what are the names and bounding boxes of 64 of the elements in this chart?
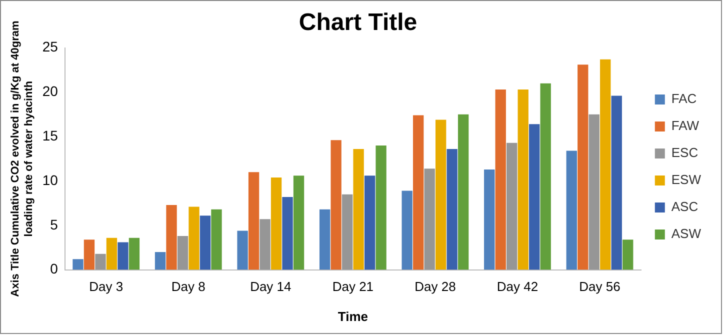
legend-label: FAC bbox=[671, 91, 697, 106]
bar bbox=[446, 149, 458, 270]
bar bbox=[188, 206, 200, 270]
bar bbox=[540, 83, 551, 270]
bar bbox=[200, 216, 211, 270]
bar bbox=[342, 194, 353, 270]
x-axis-title: Time bbox=[338, 308, 368, 324]
bar bbox=[588, 114, 600, 270]
legend-label: ESW bbox=[671, 172, 702, 188]
y-axis-title: Axis Title Cumulative CO2 evolved in g/Kg at 40gram loading rate of water hyacinth bbox=[10, 20, 35, 297]
bar bbox=[248, 172, 260, 270]
bar bbox=[282, 196, 293, 270]
bar bbox=[412, 115, 424, 270]
bar bbox=[458, 114, 469, 270]
chart-title: Chart Title bbox=[298, 9, 418, 36]
bar bbox=[237, 230, 248, 270]
x-tick-label: Day 14 bbox=[250, 279, 292, 294]
legend-label: ESC bbox=[671, 145, 698, 160]
bar bbox=[72, 259, 84, 270]
bar bbox=[154, 252, 166, 270]
bar bbox=[118, 242, 128, 270]
bar bbox=[611, 96, 622, 270]
bar bbox=[84, 240, 95, 270]
bar bbox=[578, 64, 588, 270]
bar bbox=[270, 177, 282, 270]
bar bbox=[529, 124, 540, 270]
x-tick-label: Day 3 bbox=[89, 279, 124, 294]
x-tick-label: Day 28 bbox=[414, 279, 456, 294]
bar bbox=[424, 168, 435, 270]
x-tick-label: Day 21 bbox=[332, 279, 374, 294]
x-tick-label: Day 42 bbox=[496, 279, 538, 294]
bar bbox=[106, 238, 118, 270]
legend-label: ASW bbox=[671, 226, 702, 242]
bar bbox=[319, 209, 330, 270]
y-tick-label: 0 bbox=[50, 260, 58, 277]
x-tick-label: Day 8 bbox=[171, 279, 206, 294]
legend-label: ASC bbox=[671, 199, 698, 214]
y-tick-label: 20 bbox=[42, 83, 58, 100]
bar bbox=[435, 120, 446, 270]
bar bbox=[566, 150, 577, 270]
bar bbox=[177, 236, 188, 270]
bar bbox=[128, 238, 140, 270]
bar bbox=[506, 142, 518, 270]
legend-label: FAW bbox=[671, 118, 700, 134]
bar bbox=[260, 219, 270, 270]
bar bbox=[330, 140, 342, 270]
bar bbox=[364, 176, 376, 270]
bar bbox=[95, 254, 106, 270]
bar bbox=[293, 176, 304, 270]
y-tick-label: 25 bbox=[42, 38, 58, 55]
bar bbox=[166, 204, 177, 270]
bar bbox=[211, 209, 222, 270]
bar bbox=[402, 190, 412, 270]
y-tick-label: 15 bbox=[42, 127, 58, 144]
bar bbox=[495, 90, 506, 270]
x-tick-label: Day 56 bbox=[579, 279, 620, 294]
bar bbox=[518, 90, 528, 270]
bar bbox=[484, 169, 495, 270]
bar bbox=[600, 59, 611, 270]
bar bbox=[622, 240, 634, 270]
bar bbox=[376, 145, 386, 270]
bar bbox=[353, 149, 364, 270]
y-tick-label: 10 bbox=[42, 172, 58, 188]
y-tick-label: 5 bbox=[50, 216, 58, 232]
